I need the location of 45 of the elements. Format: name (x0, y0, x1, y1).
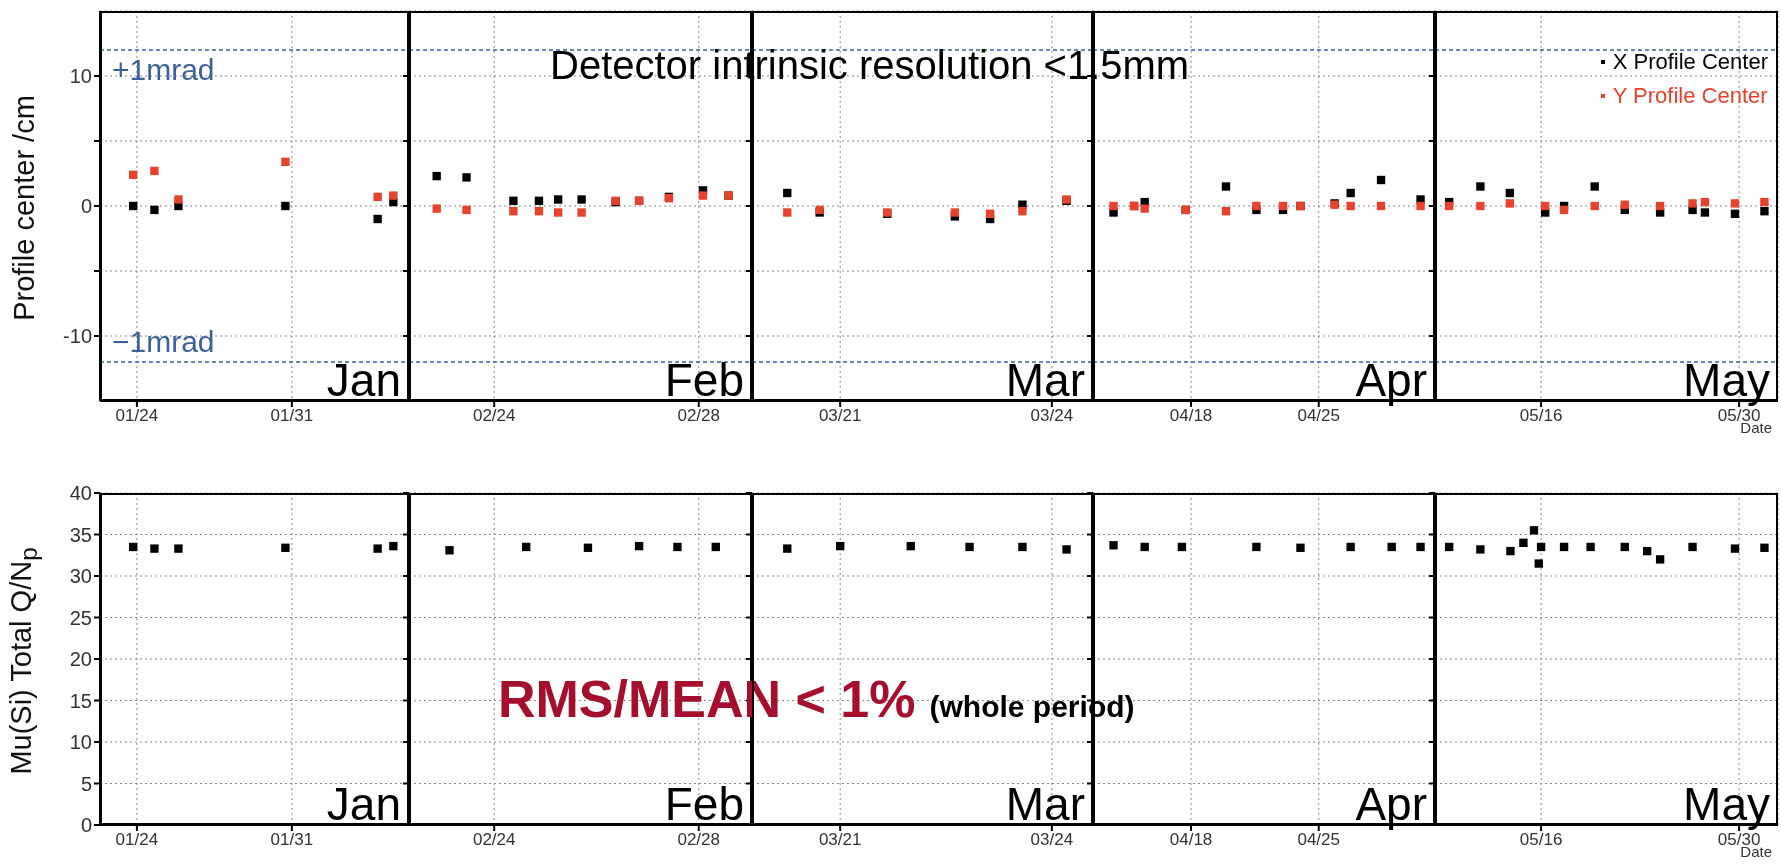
x-tick-label: 01/24 (115, 830, 159, 850)
y-tick-label: 25 (69, 606, 92, 629)
annotation: Jan (326, 354, 401, 406)
annotation: Jan (326, 778, 401, 830)
y-tick-label: 15 (69, 689, 92, 712)
annotation: Feb (664, 778, 744, 830)
x-tick-label: 03/24 (1030, 830, 1074, 850)
x-tick-label: 05/16 (1519, 830, 1563, 850)
y-tick-label: 35 (69, 523, 92, 546)
x-tick-label: 04/18 (1169, 830, 1213, 850)
annotation: Apr (1355, 778, 1427, 830)
y-axis-title: Profile center /cm (7, 95, 41, 321)
y-tick-label: -10 (63, 325, 92, 348)
annotation: Mar (1005, 354, 1085, 406)
x-tick-label: 05/16 (1519, 406, 1563, 426)
y-tick-label: 10 (69, 731, 92, 754)
legend-label: Y Profile Center (1612, 83, 1768, 109)
y-tick-label: 40 (69, 482, 92, 505)
y-tick-label: 10 (69, 65, 92, 88)
annotation: May (1683, 354, 1770, 406)
y-tick-label: 20 (69, 648, 92, 671)
x-tick-label: 03/24 (1030, 406, 1074, 426)
x-tick-label: 04/25 (1297, 830, 1340, 850)
x-tick-label: 01/31 (270, 830, 314, 850)
x-tick-label: 03/21 (818, 830, 862, 850)
x-tick-label: 02/28 (677, 406, 721, 426)
x-tick-label: 01/31 (270, 406, 314, 426)
annotation: Apr (1355, 354, 1427, 406)
x-tick-label: 01/24 (115, 406, 159, 426)
x-tick-label: 02/24 (472, 830, 516, 850)
annotation: Mar (1005, 778, 1085, 830)
y-tick-label: 30 (69, 565, 92, 588)
annotation: Feb (664, 354, 744, 406)
x-tick-label: 02/28 (677, 830, 721, 850)
x-tick-label: 03/21 (818, 406, 862, 426)
x-tick-label: 04/18 (1169, 406, 1213, 426)
x-tick-label: 02/24 (472, 406, 516, 426)
annotation: May (1683, 778, 1770, 830)
y-tick-label: 5 (80, 772, 92, 795)
ref-line-label: +1mrad (112, 53, 215, 86)
x-tick-label: 04/25 (1297, 406, 1340, 426)
legend-label: X Profile Center (1612, 49, 1768, 75)
y-tick-label: 0 (80, 814, 92, 837)
y-tick-label: 0 (80, 195, 92, 218)
ref-line-label: −1mrad (112, 325, 215, 358)
